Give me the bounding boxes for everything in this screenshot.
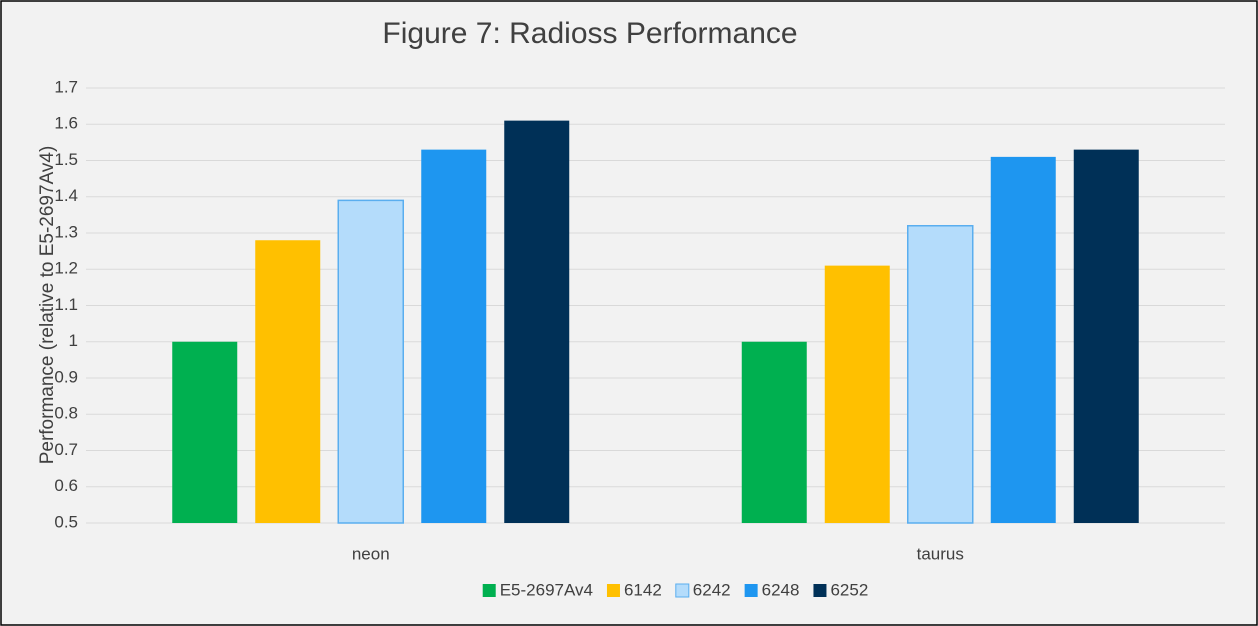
x-tick-label: taurus: [917, 544, 964, 563]
y-tick-label: 0.6: [54, 476, 78, 495]
y-axis-label: Performance (relative to E5-2697Av4): [37, 146, 58, 465]
legend-label: 6142: [624, 580, 662, 599]
bar: [255, 240, 321, 523]
legend-label: 6242: [693, 580, 731, 599]
chart-title: Figure 7: Radioss Performance: [382, 17, 797, 50]
bar: [504, 120, 570, 523]
legend-swatch: [744, 584, 758, 597]
bar: [741, 341, 807, 523]
y-tick-label: 0.7: [54, 440, 78, 459]
bar: [824, 265, 890, 523]
y-tick-label: 1.1: [54, 295, 78, 314]
bar: [990, 156, 1056, 523]
bar: [172, 341, 238, 523]
legend-label: E5-2697Av4: [500, 580, 593, 599]
bar: [1073, 149, 1139, 523]
legend-swatch: [606, 584, 620, 597]
y-tick-label: 1.7: [54, 77, 78, 96]
y-tick-label: 0.8: [54, 404, 78, 423]
bar: [421, 149, 487, 523]
y-tick-label: 1.6: [54, 114, 78, 133]
y-tick-label: 0.9: [54, 367, 78, 386]
bar: [907, 225, 974, 524]
legend-swatch: [675, 583, 690, 598]
legend-label: 6252: [830, 580, 868, 599]
y-tick-label: 0.5: [54, 512, 78, 531]
bar: [337, 199, 404, 524]
y-tick-label: 1.3: [54, 222, 78, 241]
y-tick-label: 1.4: [54, 186, 78, 205]
y-tick-label: 1.5: [54, 150, 78, 169]
legend-swatch: [482, 584, 496, 597]
y-tick-label: 1.2: [54, 259, 78, 278]
y-tick-label: 1: [69, 331, 78, 350]
legend-swatch: [813, 584, 827, 597]
legend-label: 6248: [762, 580, 800, 599]
x-tick-label: neon: [352, 544, 390, 563]
